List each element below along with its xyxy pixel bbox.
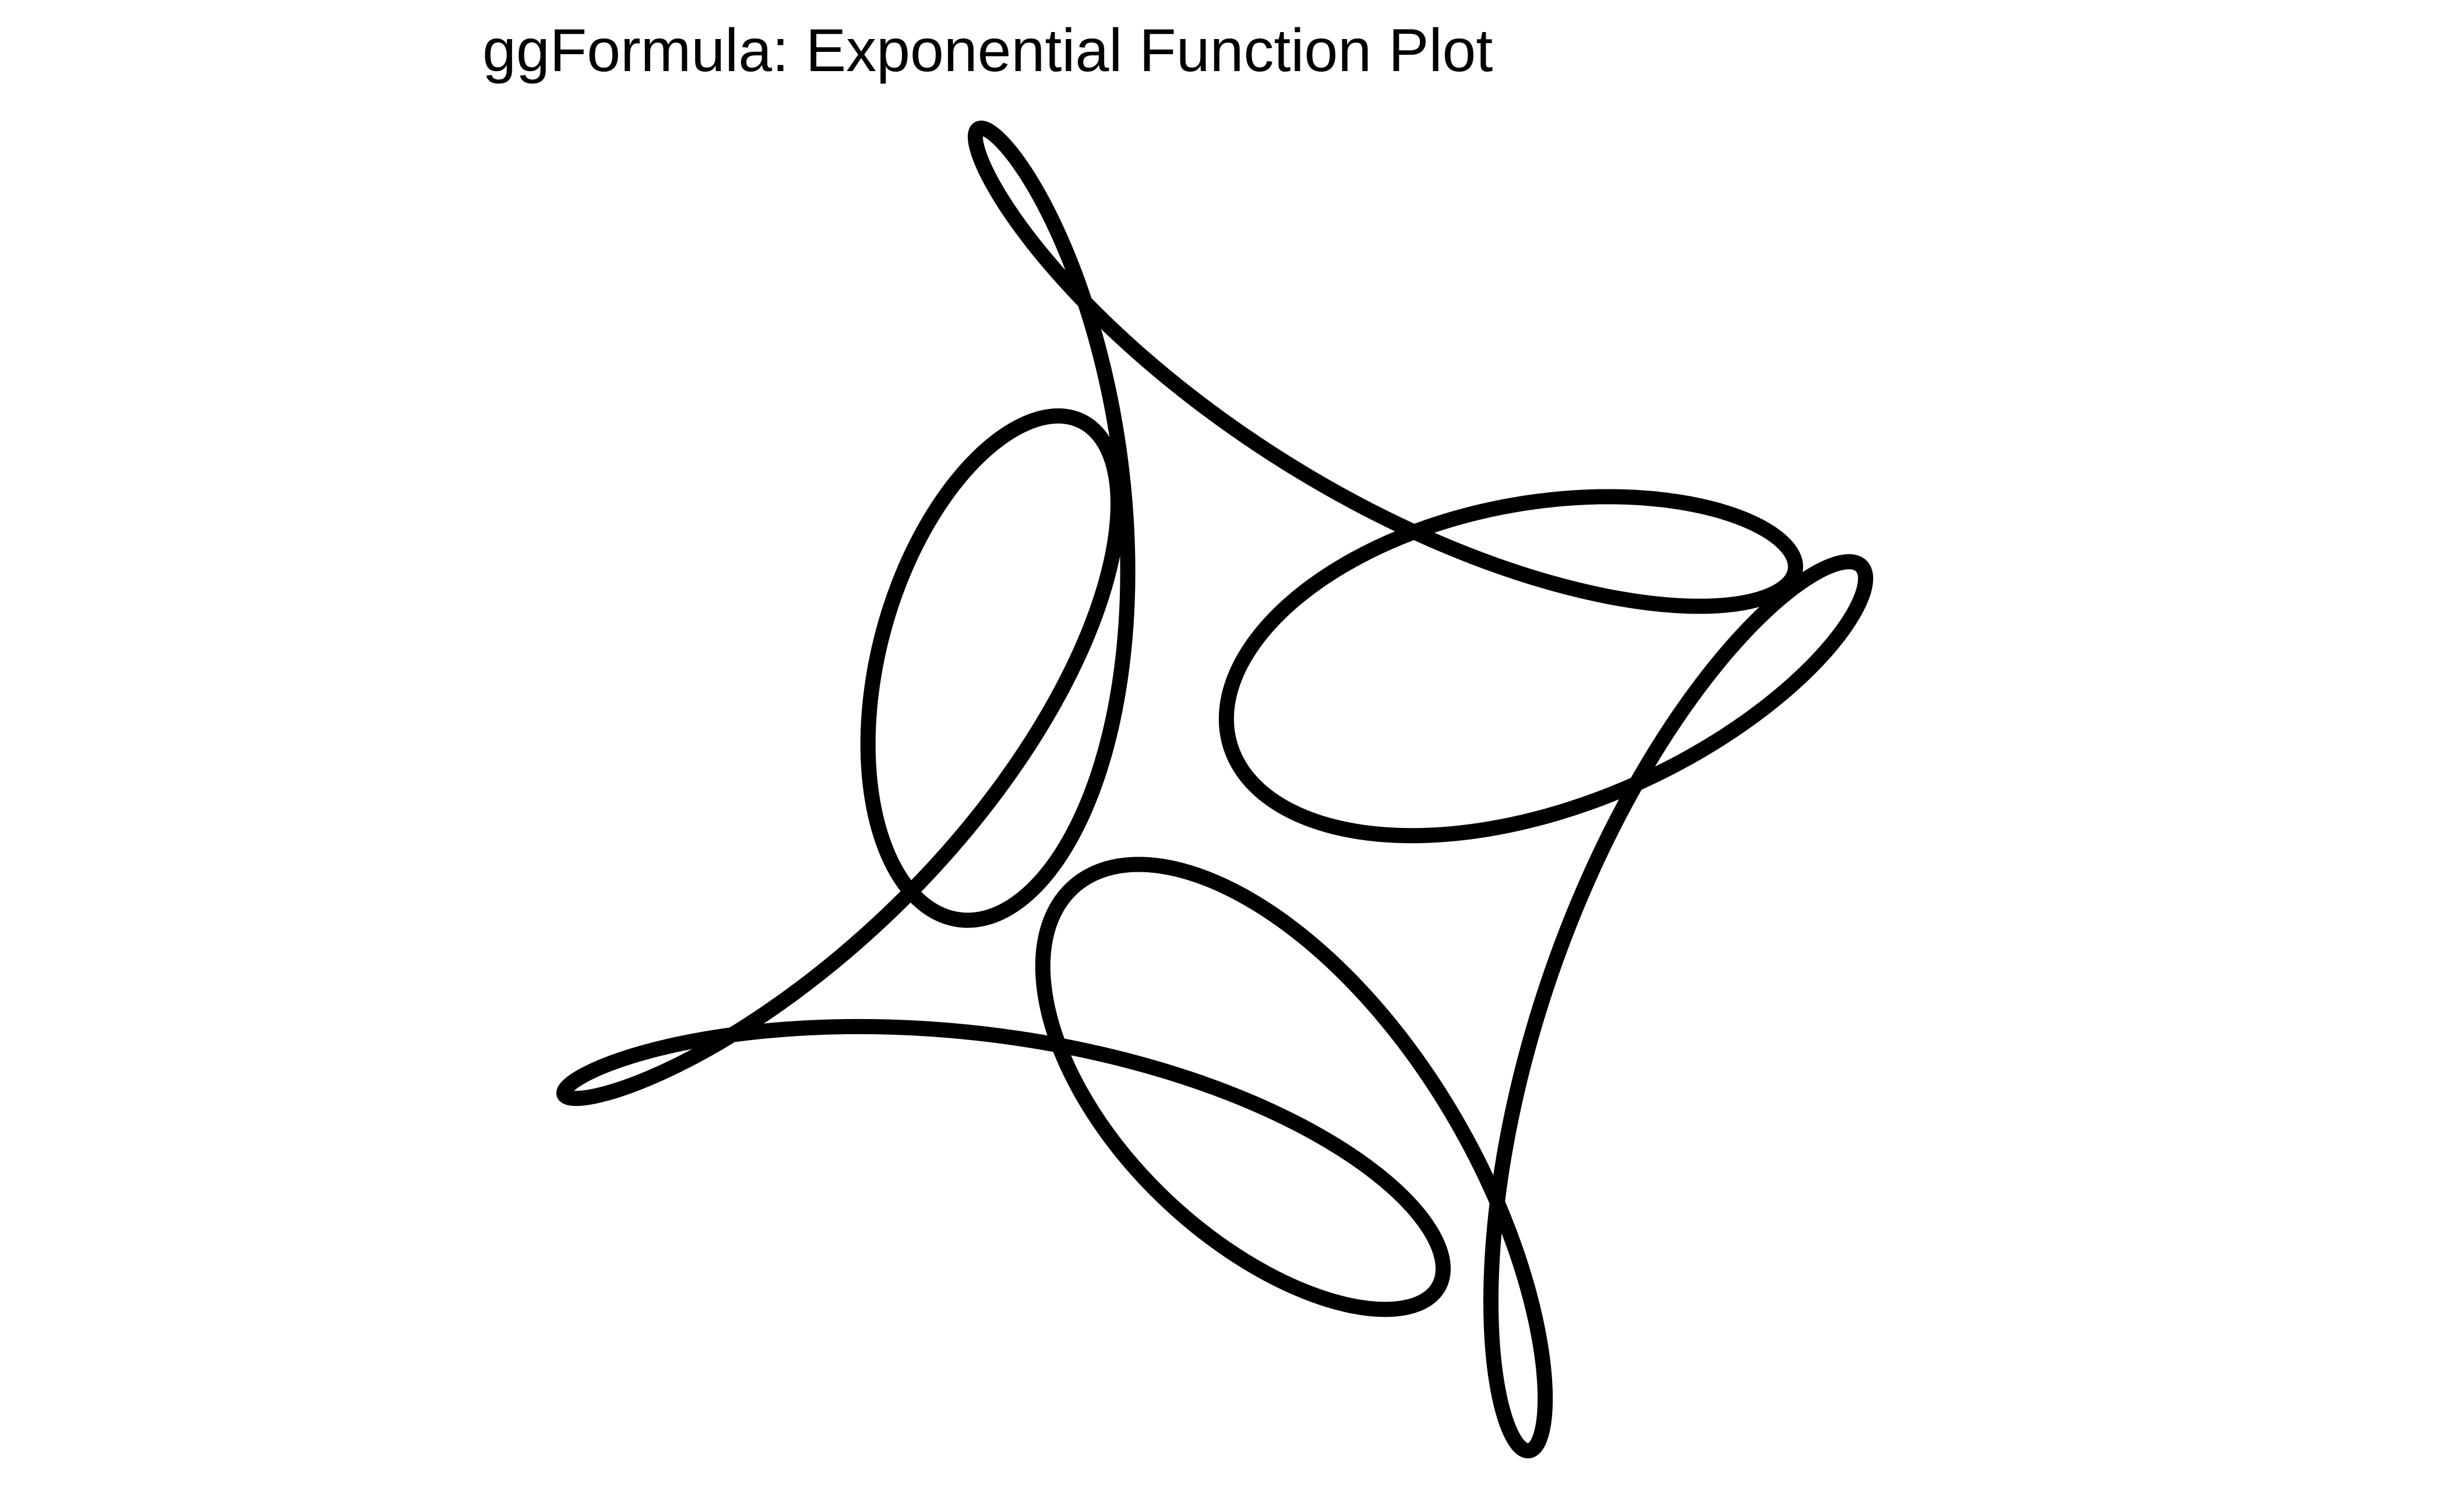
plot-area (556, 121, 1874, 1458)
curve-line (556, 121, 1874, 1458)
chart-title: ggFormula: Exponential Function Plot (482, 17, 1493, 84)
